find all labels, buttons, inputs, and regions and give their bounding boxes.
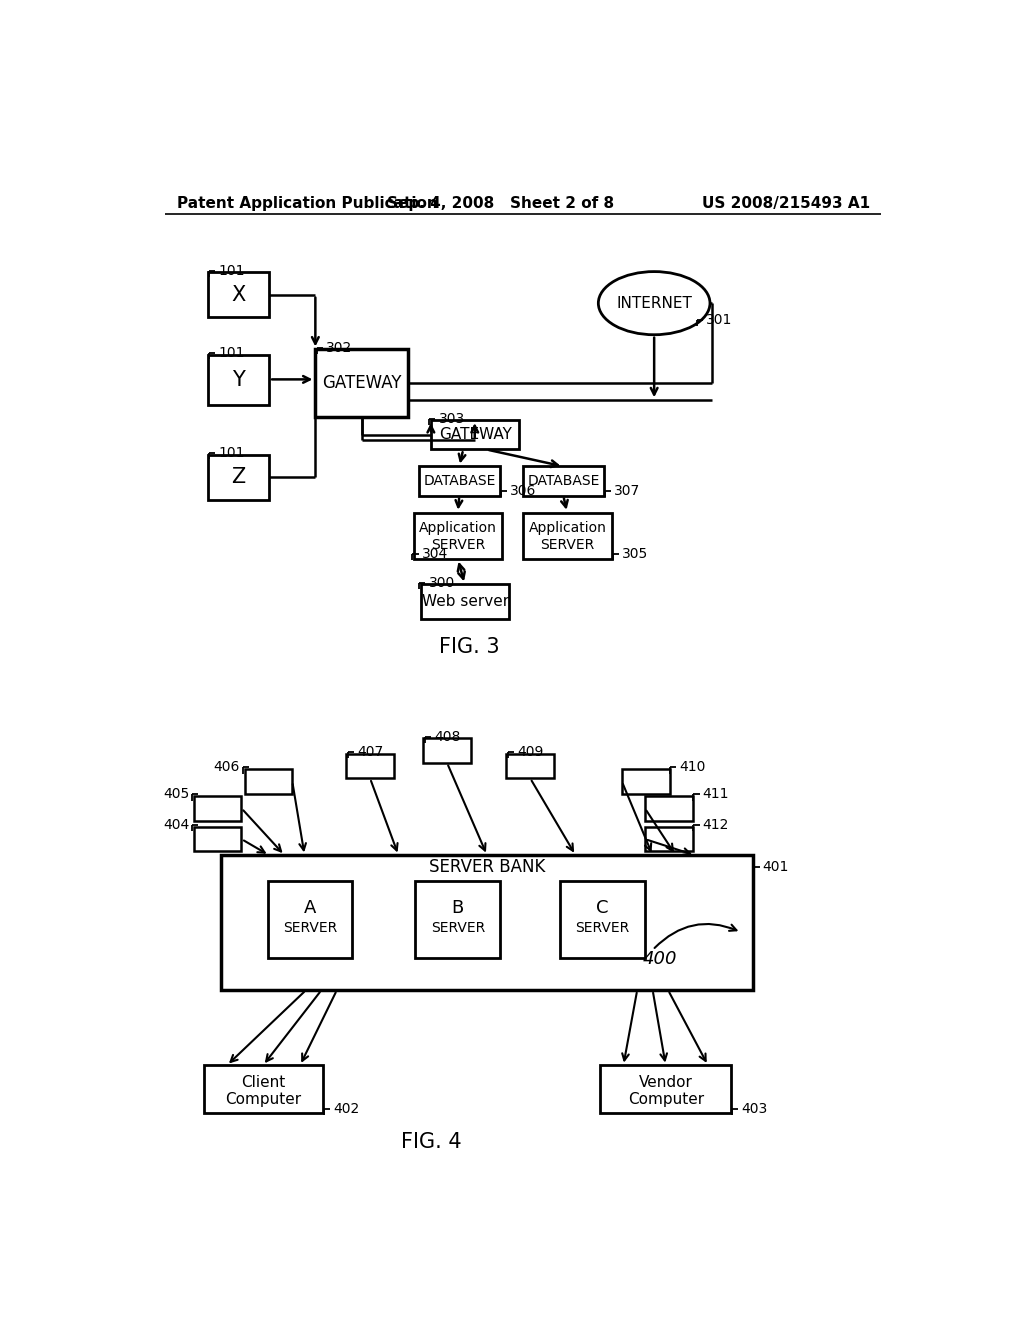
Bar	[208, 355, 269, 405]
Bar	[523, 466, 604, 496]
Bar	[414, 512, 503, 558]
Text: SERVER: SERVER	[431, 539, 485, 552]
Bar	[221, 855, 753, 990]
Text: 304: 304	[422, 548, 447, 561]
Text: INTERNET: INTERNET	[616, 296, 692, 310]
Bar	[346, 754, 394, 779]
Text: DATABASE: DATABASE	[424, 474, 496, 488]
Text: 410: 410	[680, 760, 706, 775]
Text: 101: 101	[218, 264, 245, 277]
Text: Vendor: Vendor	[639, 1074, 692, 1090]
Bar	[645, 796, 692, 821]
Text: X: X	[231, 285, 246, 305]
Text: Z: Z	[231, 467, 246, 487]
Text: 303: 303	[438, 412, 465, 425]
Bar	[267, 880, 352, 958]
FancyArrowPatch shape	[654, 924, 736, 948]
Text: 404: 404	[163, 818, 189, 832]
Bar	[204, 1065, 323, 1113]
Ellipse shape	[598, 272, 710, 335]
Text: FIG. 3: FIG. 3	[439, 636, 500, 656]
Bar	[421, 585, 509, 619]
Text: C: C	[596, 899, 609, 916]
Text: 408: 408	[434, 730, 461, 743]
Text: 412: 412	[702, 818, 729, 832]
Text: SERVER: SERVER	[431, 921, 485, 936]
Text: B: B	[452, 899, 464, 916]
Text: GATEWAY: GATEWAY	[322, 375, 401, 392]
Text: 305: 305	[622, 548, 648, 561]
Text: 405: 405	[163, 788, 189, 801]
Text: Patent Application Publication: Patent Application Publication	[177, 195, 437, 211]
Bar	[416, 880, 500, 958]
Text: 306: 306	[510, 484, 537, 498]
Text: Computer: Computer	[225, 1092, 301, 1107]
Text: 101: 101	[218, 346, 245, 360]
Bar	[560, 880, 645, 958]
Bar	[194, 826, 242, 851]
Text: Sep. 4, 2008   Sheet 2 of 8: Sep. 4, 2008 Sheet 2 of 8	[387, 195, 613, 211]
Bar	[208, 455, 269, 499]
Text: 301: 301	[706, 313, 732, 327]
Text: SERVER: SERVER	[283, 921, 337, 936]
Text: Computer: Computer	[628, 1092, 703, 1107]
Text: A: A	[304, 899, 316, 916]
Text: FIG. 4: FIG. 4	[400, 1133, 461, 1152]
Text: SERVER: SERVER	[541, 539, 595, 552]
Bar	[600, 1065, 731, 1113]
Text: 403: 403	[741, 1102, 767, 1115]
Bar	[315, 350, 408, 417]
Text: 406: 406	[214, 760, 240, 775]
Text: 407: 407	[357, 744, 383, 759]
Bar	[431, 420, 519, 449]
Bar	[245, 770, 292, 793]
Text: 411: 411	[702, 788, 729, 801]
Bar	[523, 512, 611, 558]
Text: Y: Y	[231, 370, 245, 389]
Text: Client: Client	[242, 1074, 286, 1090]
Text: SERVER BANK: SERVER BANK	[429, 858, 545, 875]
Text: 401: 401	[763, 859, 790, 874]
Text: SERVER: SERVER	[575, 921, 630, 936]
Text: 409: 409	[517, 744, 544, 759]
Text: 400: 400	[643, 950, 677, 968]
Text: 300: 300	[429, 576, 455, 590]
Bar	[208, 272, 269, 317]
Text: Application: Application	[419, 521, 497, 535]
Text: 302: 302	[326, 341, 352, 355]
Bar	[419, 466, 500, 496]
Text: 402: 402	[333, 1102, 359, 1115]
Bar	[506, 754, 554, 779]
Bar	[645, 826, 692, 851]
Text: DATABASE: DATABASE	[527, 474, 600, 488]
Text: GATEWAY: GATEWAY	[438, 428, 512, 442]
Text: US 2008/215493 A1: US 2008/215493 A1	[701, 195, 869, 211]
Bar	[622, 770, 670, 793]
Text: Web server: Web server	[422, 594, 509, 609]
Text: Application: Application	[528, 521, 606, 535]
Bar	[423, 738, 471, 763]
Text: 101: 101	[218, 446, 245, 461]
Bar	[194, 796, 242, 821]
Text: 307: 307	[614, 484, 640, 498]
